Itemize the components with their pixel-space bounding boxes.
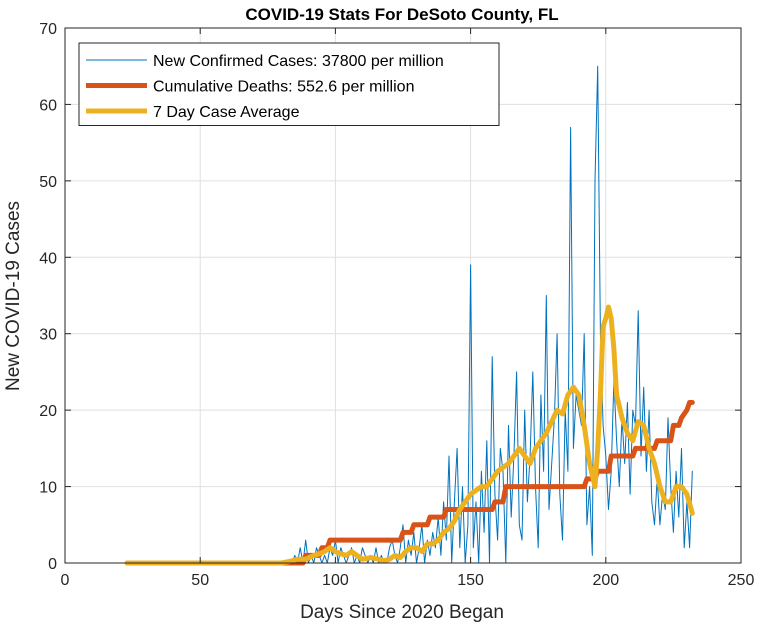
plot-area-border bbox=[64, 27, 742, 564]
legend-label-1: New Confirmed Cases: 37800 per million bbox=[153, 53, 444, 70]
y-tick-label: 70 bbox=[39, 21, 57, 38]
y-tick-label: 30 bbox=[39, 327, 57, 344]
x-tick-label: 150 bbox=[457, 572, 484, 589]
y-tick-label: 0 bbox=[48, 556, 57, 573]
y-tick-label: 50 bbox=[39, 174, 57, 191]
x-tick-label: 50 bbox=[191, 572, 209, 589]
y-tick-label: 10 bbox=[39, 480, 57, 497]
series-line-3 bbox=[124, 304, 695, 566]
x-tick-label: 250 bbox=[728, 572, 755, 589]
y-tick-label: 20 bbox=[39, 403, 57, 420]
x-tick-label: 0 bbox=[61, 572, 70, 589]
legend-label-3: 7 Day Case Average bbox=[153, 104, 300, 121]
chart-title: COVID-19 Stats For DeSoto County, FL bbox=[245, 5, 558, 24]
series-line-2 bbox=[124, 400, 695, 566]
tick-labels: 0 50 100 150 200 250 0 10 20 30 40 50 60 70 bbox=[39, 21, 754, 589]
y-tick-label: 60 bbox=[39, 97, 57, 114]
legend-label-2: Cumulative Deaths: 552.6 per million bbox=[153, 79, 414, 96]
y-axis-label: New COVID-19 Cases bbox=[3, 201, 24, 391]
x-axis-label: Days Since 2020 Began bbox=[300, 602, 504, 623]
y-tick-label: 40 bbox=[39, 250, 57, 267]
x-tick-label: 100 bbox=[322, 572, 349, 589]
legend: New Confirmed Cases: 37800 per million Cu… bbox=[78, 42, 500, 126]
series-lines bbox=[124, 65, 695, 566]
axes bbox=[64, 27, 742, 564]
legend-box bbox=[78, 42, 500, 126]
x-tick-label: 200 bbox=[592, 572, 619, 589]
